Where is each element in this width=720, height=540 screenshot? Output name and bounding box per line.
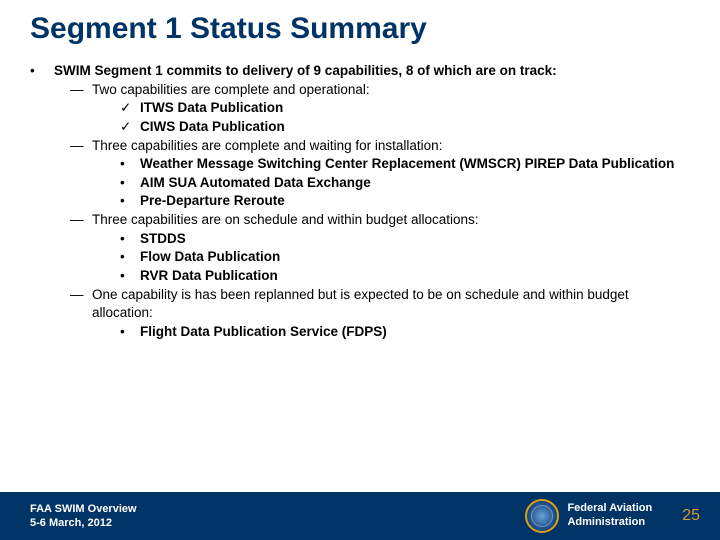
sub-item: •Flow Data Publication bbox=[120, 248, 690, 267]
sub-item-label: Weather Message Switching Center Replace… bbox=[140, 155, 690, 174]
faa-seal-icon bbox=[525, 499, 559, 533]
footer-right: Federal Aviation Administration 25 bbox=[525, 499, 700, 533]
section-intro: Two capabilities are complete and operat… bbox=[92, 81, 690, 100]
sub-item: •AIM SUA Automated Data Exchange bbox=[120, 174, 690, 193]
sub-item: •RVR Data Publication bbox=[120, 267, 690, 286]
sub-item-label: CIWS Data Publication bbox=[140, 118, 690, 137]
sub-list: •STDDS•Flow Data Publication•RVR Data Pu… bbox=[92, 230, 690, 286]
agency-line2: Administration bbox=[567, 516, 652, 530]
bullet-body: SWIM Segment 1 commits to delivery of 9 … bbox=[54, 62, 690, 341]
sub-list: •Weather Message Switching Center Replac… bbox=[92, 155, 690, 211]
dash-body: Two capabilities are complete and operat… bbox=[92, 81, 690, 137]
slide-title: Segment 1 Status Summary bbox=[0, 0, 720, 56]
sub-item-label: Flow Data Publication bbox=[140, 248, 690, 267]
sub-item-label: RVR Data Publication bbox=[140, 267, 690, 286]
sub-item-label: STDDS bbox=[140, 230, 690, 249]
section-intro: Three capabilities are on schedule and w… bbox=[92, 211, 690, 230]
sub-item-label: AIM SUA Automated Data Exchange bbox=[140, 174, 690, 193]
check-icon: ✓ bbox=[120, 99, 140, 118]
sub-list: ✓ITWS Data Publication✓CIWS Data Publica… bbox=[92, 99, 690, 136]
dash-item: ―Two capabilities are complete and opera… bbox=[70, 81, 690, 137]
sub-item: •Pre-Departure Reroute bbox=[120, 192, 690, 211]
dash-body: One capability is has been replanned but… bbox=[92, 286, 690, 342]
dash-body: Three capabilities are on schedule and w… bbox=[92, 211, 690, 286]
dash-list: ―Two capabilities are complete and opera… bbox=[54, 81, 690, 342]
sub-item-label: Pre-Departure Reroute bbox=[140, 192, 690, 211]
dot-icon: • bbox=[120, 323, 140, 342]
dot-icon: • bbox=[120, 155, 140, 174]
dash-item: ―Three capabilities are complete and wai… bbox=[70, 137, 690, 212]
footer-left: FAA SWIM Overview 5-6 March, 2012 bbox=[30, 502, 525, 531]
page-number: 25 bbox=[682, 507, 700, 525]
dash-item: ―Three capabilities are on schedule and … bbox=[70, 211, 690, 286]
check-icon: ✓ bbox=[120, 118, 140, 137]
footer-bar: FAA SWIM Overview 5-6 March, 2012 Federa… bbox=[0, 492, 720, 540]
dash-body: Three capabilities are complete and wait… bbox=[92, 137, 690, 212]
top-bullet: • SWIM Segment 1 commits to delivery of … bbox=[30, 62, 690, 341]
footer-date: 5-6 March, 2012 bbox=[30, 516, 525, 530]
sub-item: ✓CIWS Data Publication bbox=[120, 118, 690, 137]
dash-marker: ― bbox=[70, 81, 92, 137]
sub-item: ✓ITWS Data Publication bbox=[120, 99, 690, 118]
dot-icon: • bbox=[120, 174, 140, 193]
section-intro: Three capabilities are complete and wait… bbox=[92, 137, 690, 156]
dot-icon: • bbox=[120, 248, 140, 267]
dash-marker: ― bbox=[70, 286, 92, 342]
dash-item: ―One capability is has been replanned bu… bbox=[70, 286, 690, 342]
sub-list: •Flight Data Publication Service (FDPS) bbox=[92, 323, 690, 342]
dot-icon: • bbox=[120, 192, 140, 211]
dash-marker: ― bbox=[70, 137, 92, 212]
dot-icon: • bbox=[120, 230, 140, 249]
bullet-marker: • bbox=[30, 62, 54, 341]
sub-item-label: ITWS Data Publication bbox=[140, 99, 690, 118]
section-intro: One capability is has been replanned but… bbox=[92, 286, 690, 323]
dash-marker: ― bbox=[70, 211, 92, 286]
agency-line1: Federal Aviation bbox=[567, 502, 652, 516]
slide-content: • SWIM Segment 1 commits to delivery of … bbox=[0, 56, 720, 341]
sub-item: •STDDS bbox=[120, 230, 690, 249]
dot-icon: • bbox=[120, 267, 140, 286]
sub-item: •Weather Message Switching Center Replac… bbox=[120, 155, 690, 174]
footer-agency: Federal Aviation Administration bbox=[567, 502, 652, 530]
sub-item-label: Flight Data Publication Service (FDPS) bbox=[140, 323, 690, 342]
footer-event: FAA SWIM Overview bbox=[30, 502, 525, 516]
lead-text: SWIM Segment 1 commits to delivery of 9 … bbox=[54, 62, 690, 81]
sub-item: •Flight Data Publication Service (FDPS) bbox=[120, 323, 690, 342]
